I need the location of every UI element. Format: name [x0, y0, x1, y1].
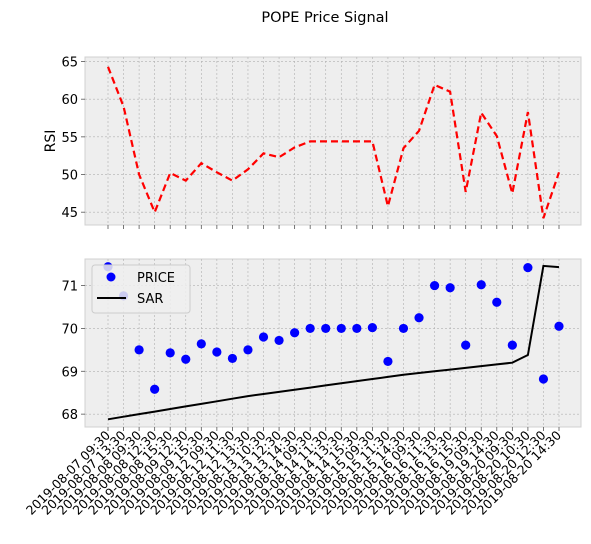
price-point — [399, 324, 408, 333]
price-point — [197, 339, 206, 348]
price-point — [492, 298, 501, 307]
price-point — [259, 332, 268, 341]
price-y-tick-label: 69 — [61, 365, 78, 380]
price-y-tick-label: 70 — [61, 322, 78, 337]
rsi-y-tick-label: 50 — [61, 169, 78, 184]
price-point — [321, 324, 330, 333]
price-point — [228, 354, 237, 363]
price-point — [430, 281, 439, 290]
price-point — [368, 323, 377, 332]
legend-price-label: PRICE — [137, 271, 175, 286]
price-point — [243, 345, 252, 354]
figure-title: POPE Price Signal — [261, 10, 388, 26]
price-y-tick-label: 68 — [61, 408, 78, 423]
rsi-y-tick-label: 60 — [61, 93, 78, 108]
rsi-y-tick-label: 55 — [61, 131, 78, 146]
price-point — [461, 341, 470, 350]
rsi-y-axis-label: RSI — [43, 130, 59, 153]
price-point — [306, 324, 315, 333]
price-point — [414, 313, 423, 322]
rsi-y-tick-label: 45 — [61, 206, 78, 221]
price-point — [181, 355, 190, 364]
price-point — [290, 328, 299, 337]
price-point — [150, 385, 159, 394]
price-point — [337, 324, 346, 333]
price-point — [274, 336, 283, 345]
price-point — [212, 347, 221, 356]
price-point — [554, 322, 563, 331]
price-point — [523, 263, 532, 272]
price-point — [135, 345, 144, 354]
legend-sar-label: SAR — [137, 292, 163, 307]
price-point — [508, 341, 517, 350]
price-y-tick-label: 71 — [61, 280, 78, 295]
price-point — [166, 348, 175, 357]
price-point — [446, 283, 455, 292]
rsi-panel: 45 50 55 60 65 RSI — [43, 56, 581, 229]
price-point — [383, 357, 392, 366]
price-point — [539, 374, 548, 383]
price-point — [352, 324, 361, 333]
price-point — [477, 280, 486, 289]
rsi-y-tick-label: 65 — [61, 56, 78, 71]
legend-price-marker — [107, 273, 116, 282]
price-legend: PRICE SAR — [92, 265, 190, 313]
